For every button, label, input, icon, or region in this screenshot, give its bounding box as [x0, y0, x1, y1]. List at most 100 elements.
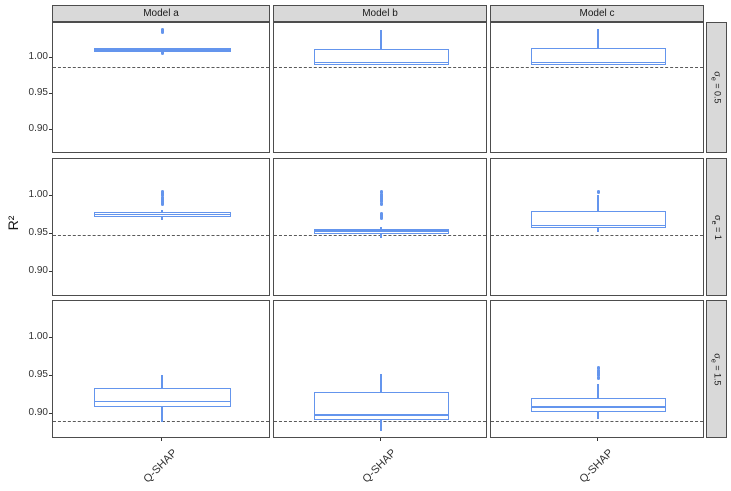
median-line [314, 230, 448, 232]
y-tick-mark [49, 337, 52, 339]
panel-r1-c0 [52, 158, 270, 296]
reference-dashed-line [491, 421, 703, 423]
box [530, 397, 666, 412]
y-tick-mark [49, 57, 52, 59]
panel-r1-c1 [273, 158, 487, 296]
panel-r0-c1 [273, 22, 487, 153]
facet-row-strip: σe = 0.5 [706, 22, 727, 153]
x-tick-mark [161, 438, 162, 441]
box [530, 211, 666, 229]
box [313, 48, 449, 66]
y-tick-mark [49, 233, 52, 235]
y-tick-mark [49, 412, 52, 414]
outlier-point [160, 193, 164, 198]
facet-column-strip: Model b [273, 5, 487, 22]
panel-r2-c0 [52, 300, 270, 438]
whisker-upper [380, 227, 382, 230]
facet-row-strip: σe = 1.5 [706, 300, 727, 438]
outlier-point [379, 199, 383, 204]
outlier-point [596, 373, 600, 378]
outlier-point [596, 189, 600, 194]
facet-column-label: Model a [143, 8, 179, 19]
y-tick-label: 1.00 [28, 51, 48, 63]
y-tick-mark [49, 129, 52, 131]
outlier-point [160, 200, 164, 205]
facet-row-label: σe = 1.5 [710, 352, 723, 386]
median-line [94, 213, 230, 216]
whisker-upper [161, 375, 163, 389]
outlier-point [379, 201, 383, 206]
x-tick-label: Q-SHAP [141, 447, 180, 486]
median-line [531, 406, 665, 408]
reference-dashed-line [53, 234, 269, 236]
y-tick-label: 0.95 [28, 227, 48, 239]
facet-column-strip: Model c [490, 5, 704, 22]
outlier-point [160, 202, 164, 207]
reference-dashed-line [274, 66, 486, 68]
median-line [94, 49, 230, 51]
y-tick-mark [49, 270, 52, 272]
facet-row-label: σe = 1 [710, 214, 723, 240]
outlier-point [160, 50, 164, 55]
facet-row-strip: σe = 1 [706, 158, 727, 296]
median-line [531, 61, 665, 64]
whisker-upper [597, 28, 599, 49]
y-tick-label: 0.90 [28, 406, 48, 418]
y-tick-label: 0.95 [28, 87, 48, 99]
outlier-point [160, 195, 164, 200]
outlier-point [379, 194, 383, 199]
whisker-upper [161, 209, 163, 214]
outlier-point [160, 189, 164, 194]
whisker-lower [380, 419, 382, 432]
panel-r1-c2 [490, 158, 704, 296]
box [530, 47, 666, 66]
y-tick-mark [49, 93, 52, 95]
whisker-upper [597, 383, 599, 399]
median-line [314, 61, 448, 64]
outlier-point [596, 371, 600, 376]
median-line [531, 224, 665, 227]
outlier-point [379, 216, 383, 221]
panel-r0-c0 [52, 22, 270, 153]
box [93, 387, 231, 407]
median-line [314, 414, 448, 416]
y-tick-label: 1.00 [28, 189, 48, 201]
panel-r2-c2 [490, 300, 704, 438]
facet-column-strip: Model a [52, 5, 270, 22]
x-tick-mark [380, 438, 381, 441]
whisker-lower [597, 410, 599, 420]
facet-row-label: σe = 0.5 [710, 71, 723, 104]
outlier-point [379, 190, 383, 195]
outlier-point [160, 30, 164, 35]
outlier-point [379, 213, 383, 218]
reference-dashed-line [53, 66, 269, 68]
x-tick-label: Q-SHAP [360, 447, 399, 486]
median-line [94, 400, 230, 403]
outlier-point [596, 368, 600, 373]
outlier-point [379, 197, 383, 202]
panel-r2-c1 [273, 300, 487, 438]
facet-column-label: Model b [362, 8, 398, 19]
reference-dashed-line [491, 66, 703, 68]
box [313, 391, 449, 421]
y-tick-label: 1.00 [28, 331, 48, 343]
reference-dashed-line [491, 234, 703, 236]
x-tick-label: Q-SHAP [577, 447, 616, 486]
panel-r0-c2 [490, 22, 704, 153]
outlier-point [160, 197, 164, 202]
outlier-point [379, 211, 383, 216]
whisker-lower [380, 232, 382, 238]
whisker-lower [161, 405, 163, 423]
whisker-upper [380, 373, 382, 393]
y-tick-mark [49, 375, 52, 377]
y-tick-label: 0.95 [28, 369, 48, 381]
outlier-point [379, 192, 383, 197]
outlier-point [596, 375, 600, 380]
whisker-upper [597, 194, 599, 213]
x-tick-mark [597, 438, 598, 441]
whisker-lower [161, 216, 163, 221]
facet-column-label: Model c [579, 8, 615, 19]
whisker-upper [380, 30, 382, 50]
whisker-lower [597, 227, 599, 232]
